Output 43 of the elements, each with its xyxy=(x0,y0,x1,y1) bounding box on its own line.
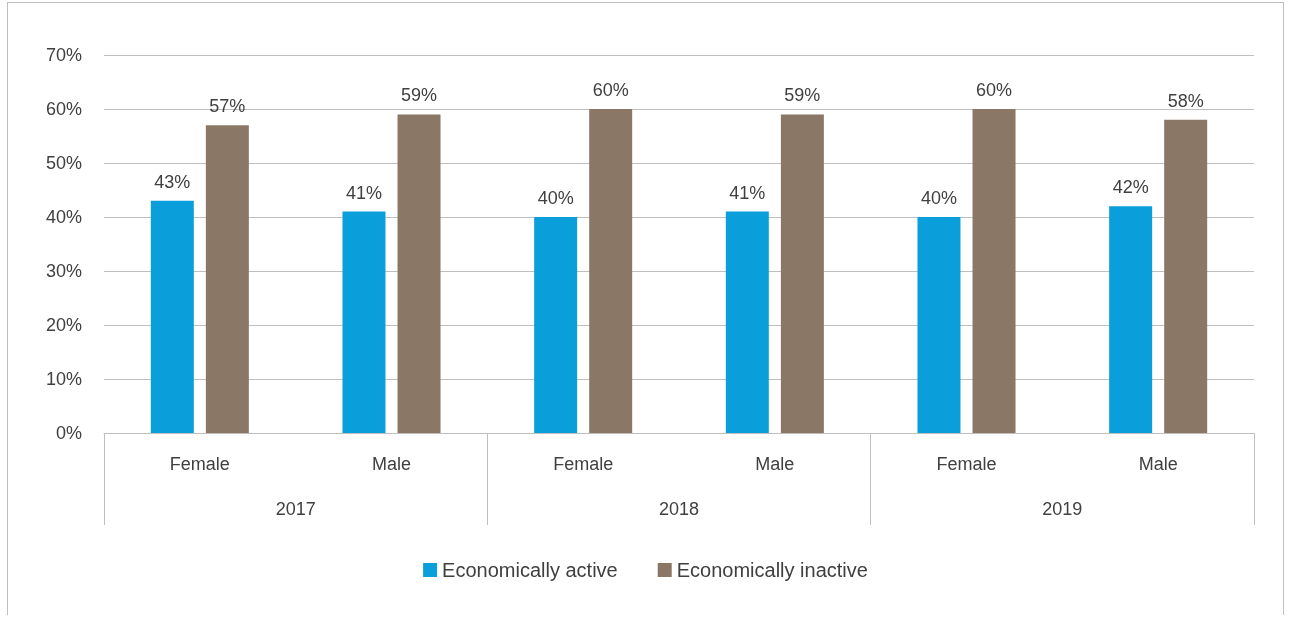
bar xyxy=(917,217,961,433)
y-tick-label: 70% xyxy=(45,45,82,65)
data-label: 41% xyxy=(345,182,382,203)
bar xyxy=(1164,119,1208,433)
y-tick-label: 30% xyxy=(45,261,82,281)
x-tick-label: Male xyxy=(371,454,412,474)
y-tick-label: 40% xyxy=(45,207,82,227)
legend-label: Economically active xyxy=(442,559,618,581)
text: 2019 xyxy=(1042,499,1083,519)
y-tick-label: 60% xyxy=(45,99,82,119)
text: 2017 xyxy=(275,499,316,519)
x-tick-label: Male xyxy=(1138,454,1178,474)
data-label: 59% xyxy=(401,85,438,106)
bar xyxy=(1109,206,1153,433)
y-tick-label: 0% xyxy=(55,423,82,443)
bar xyxy=(589,109,633,433)
bar xyxy=(725,211,769,433)
data-label: 41% xyxy=(729,182,766,203)
x-tick-label: Female xyxy=(553,454,614,474)
bar xyxy=(534,217,578,433)
data-label: 60% xyxy=(976,80,1013,100)
y-tick-label: 50% xyxy=(45,153,82,173)
data-label: 40% xyxy=(537,188,574,208)
data-label: 57% xyxy=(209,96,246,117)
data-label: 43% xyxy=(154,171,191,192)
y-tick-label: 20% xyxy=(45,315,82,335)
x-tick-label: Male xyxy=(755,454,795,474)
bar xyxy=(342,211,386,433)
x-tick-label: Female xyxy=(936,454,997,474)
data-label: 40% xyxy=(920,188,957,208)
data-label: 59% xyxy=(784,85,821,106)
data-label: 58% xyxy=(1167,90,1204,111)
x-tick-label: Female xyxy=(169,454,230,474)
bar xyxy=(397,114,441,433)
legend-label: Economically inactive xyxy=(676,559,868,581)
data-label: 60% xyxy=(592,80,629,100)
y-tick-label: 10% xyxy=(45,369,82,389)
bar xyxy=(205,125,249,433)
bar xyxy=(780,114,824,433)
bar xyxy=(972,109,1016,433)
bar xyxy=(150,200,194,433)
data-label: 42% xyxy=(1112,177,1149,198)
text: 2018 xyxy=(658,499,700,519)
